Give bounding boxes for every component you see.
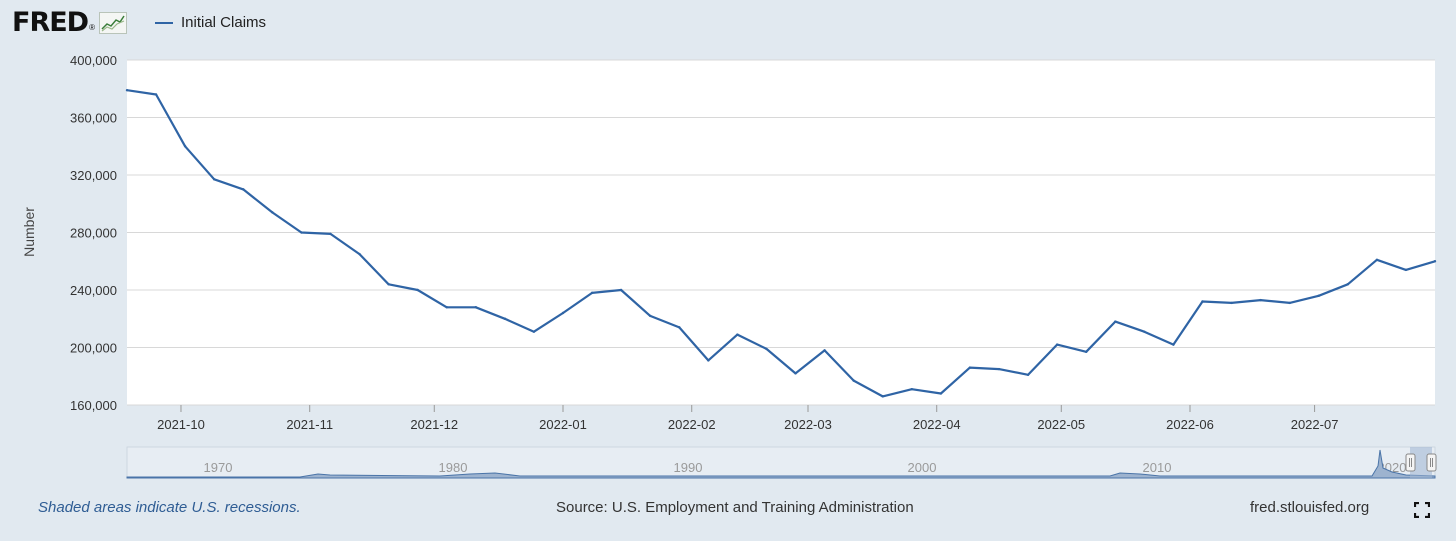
- data-point: [125, 88, 129, 92]
- navigator-handle-right[interactable]: [1426, 453, 1437, 472]
- data-point: [939, 392, 943, 395]
- fred-logo[interactable]: FRED ®: [12, 8, 127, 38]
- data-point: [213, 178, 216, 181]
- data-point: [1288, 301, 1291, 305]
- x-axis-ticks: 2021-10 2021-11 2021-12 2022-01 2022-02 2022-…: [157, 405, 1338, 432]
- data-point: [300, 231, 303, 234]
- fullscreen-icon[interactable]: [1414, 502, 1430, 518]
- chart: 160,000 200,000 240,000 280,000 320,000 360,0…: [21, 53, 1437, 479]
- x-tick-label: 2021-10: [157, 417, 205, 432]
- data-point: [852, 379, 855, 382]
- x-tick-label: 2022-04: [913, 417, 961, 432]
- source-note: Source: U.S. Employment and Training Adm…: [556, 499, 914, 516]
- x-tick-label: 2022-05: [1037, 417, 1085, 432]
- data-point: [329, 232, 332, 236]
- data-point: [1404, 268, 1408, 272]
- data-point: [997, 367, 1001, 371]
- data-point: [387, 283, 390, 286]
- x-tick-label: 2022-02: [668, 417, 716, 432]
- data-point: [881, 395, 884, 398]
- line-chart-icon: [99, 12, 127, 34]
- series-line-initial-claims: [126, 89, 1436, 398]
- navigator-year-label: 1980: [439, 460, 468, 475]
- navigator-year-label: 1990: [674, 460, 703, 475]
- data-point: [1085, 350, 1088, 354]
- navigator-handle-left[interactable]: [1405, 453, 1416, 472]
- data-point: [1346, 283, 1350, 286]
- registered-mark: ®: [89, 23, 95, 32]
- y-tick-label: 360,000: [70, 111, 117, 126]
- y-tick-label: 240,000: [70, 283, 117, 298]
- data-point: [1375, 258, 1379, 262]
- data-point: [474, 306, 477, 309]
- site-link[interactable]: fred.stlouisfed.org: [1250, 499, 1370, 516]
- data-point: [503, 317, 507, 320]
- data-point: [1114, 320, 1117, 323]
- data-point: [1172, 343, 1175, 346]
- fred-logo-text: FRED: [12, 7, 89, 38]
- series-points: [125, 88, 1437, 398]
- y-tick-label: 400,000: [70, 53, 117, 68]
- y-tick-label: 200,000: [70, 341, 117, 356]
- data-point: [1317, 294, 1320, 297]
- range-navigator[interactable]: 1970 1980 1990 2000 2010 2020: [126, 446, 1437, 479]
- data-point: [765, 347, 768, 351]
- y-axis-label: Number: [21, 207, 37, 257]
- data-point: [532, 330, 536, 333]
- x-tick-label: 2022-07: [1291, 417, 1339, 432]
- x-tick-label: 2022-06: [1166, 417, 1214, 432]
- legend-label: Initial Claims: [181, 14, 267, 31]
- y-tick-label: 160,000: [70, 398, 117, 413]
- data-point: [1026, 373, 1030, 377]
- data-point: [358, 252, 361, 256]
- legend-swatch: [155, 21, 173, 24]
- data-point: [1230, 301, 1233, 305]
- x-tick-label: 2022-03: [784, 417, 832, 432]
- data-point: [968, 366, 972, 369]
- x-tick-label: 2021-11: [286, 417, 333, 432]
- x-tick-label: 2022-01: [539, 417, 587, 432]
- y-axis-ticks: 160,000 200,000 240,000 280,000 320,000 360,0…: [70, 53, 117, 413]
- data-point: [823, 349, 826, 352]
- data-point: [1259, 298, 1262, 302]
- data-point: [271, 211, 274, 214]
- x-tick-label: 2021-12: [410, 417, 458, 432]
- data-point: [736, 333, 739, 336]
- data-point: [794, 372, 797, 375]
- navigator-year-label: 2000: [908, 460, 937, 475]
- data-point: [649, 314, 652, 318]
- data-point: [445, 306, 448, 309]
- data-point: [1433, 260, 1437, 263]
- data-point: [1055, 343, 1059, 346]
- chart-legend[interactable]: Initial Claims: [155, 14, 266, 31]
- navigator-year-label: 1970: [204, 460, 233, 475]
- data-point: [1143, 330, 1146, 333]
- navigator-year-label: 2010: [1143, 460, 1172, 475]
- data-point: [590, 291, 594, 295]
- data-point: [678, 326, 681, 329]
- data-point: [242, 188, 245, 191]
- navigator-selection[interactable]: [1410, 447, 1432, 478]
- recession-note: Shaded areas indicate U.S. recessions.: [38, 499, 301, 516]
- y-tick-label: 280,000: [70, 226, 117, 241]
- grid-lines: [127, 59, 1435, 406]
- data-point: [183, 145, 187, 148]
- data-point: [561, 311, 565, 315]
- data-point: [1201, 300, 1204, 303]
- data-point: [154, 93, 158, 96]
- data-point: [910, 387, 913, 391]
- data-point: [416, 288, 419, 292]
- y-tick-label: 320,000: [70, 168, 117, 183]
- data-point: [619, 288, 623, 292]
- data-point: [707, 359, 710, 362]
